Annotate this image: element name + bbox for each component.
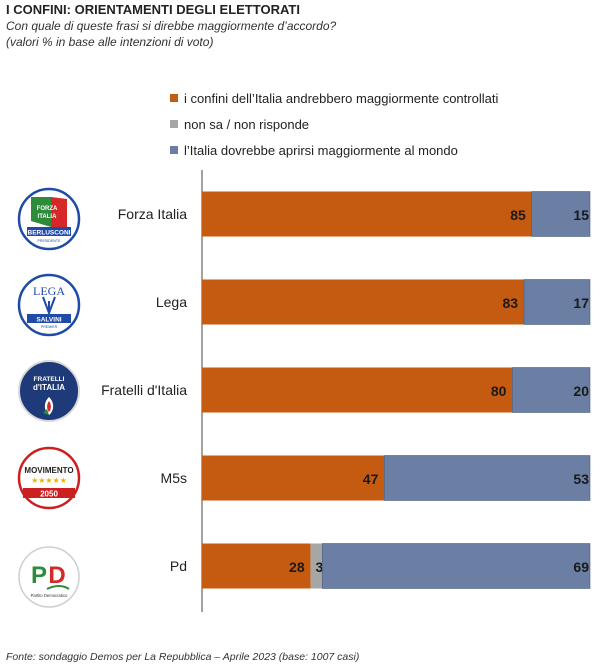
data-label-lega-series-0: 83 — [502, 295, 518, 311]
data-label-fratelli-d-italia-series-2: 20 — [573, 383, 589, 399]
category-label-lega: Lega — [156, 294, 187, 310]
chart-legend: i confini dell’Italia andrebbero maggior… — [170, 85, 498, 163]
svg-text:PRESIDENTE: PRESIDENTE — [38, 239, 62, 243]
chart-title: I CONFINI: ORIENTAMENTI DEGLI ELETTORATI — [6, 2, 300, 17]
legend-swatch-controllati — [170, 94, 178, 102]
bar-fratelli-d-italia-series-2 — [512, 367, 591, 413]
category-label-fratelli-d-italia: Fratelli d'Italia — [101, 382, 187, 398]
data-label-pd-series-2: 69 — [573, 559, 589, 575]
svg-text:BERLUSCONI: BERLUSCONI — [28, 230, 71, 237]
svg-text:Partito Democratico: Partito Democratico — [31, 593, 68, 598]
svg-text:SALVINI: SALVINI — [36, 317, 61, 324]
data-label-pd-series-0: 28 — [289, 559, 305, 575]
bar-forza-italia-series-2 — [531, 191, 591, 237]
legend-item-aprirsi: l’Italia dovrebbe aprirsi maggiormente a… — [170, 137, 498, 163]
bar-lega-series-0 — [202, 279, 525, 325]
svg-text:2050: 2050 — [40, 490, 58, 499]
bar-pd-series-0 — [202, 543, 311, 589]
legend-swatch-aprirsi — [170, 146, 178, 154]
data-label-lega-series-2: 17 — [573, 295, 589, 311]
bar-lega-series-2 — [523, 279, 591, 325]
bar-pd-series-1 — [310, 543, 323, 589]
legend-label-non-sa: non sa / non risponde — [184, 116, 310, 132]
data-label-forza-italia-series-2: 15 — [573, 207, 589, 223]
category-label-m5s: M5s — [161, 470, 187, 486]
legend-item-controllati: i confini dell’Italia andrebbero maggior… — [170, 85, 498, 111]
bar-m5s-series-0 — [202, 455, 385, 501]
fratelli-italia-logo: FRATELLI d'ITALIA — [18, 360, 80, 422]
svg-text:MOVIMENTO: MOVIMENTO — [24, 466, 73, 475]
svg-text:FRATELLI: FRATELLI — [34, 376, 65, 383]
bar-forza-italia-series-0 — [202, 191, 532, 237]
bar-fratelli-d-italia-series-0 — [202, 367, 513, 413]
data-label-m5s-series-2: 53 — [573, 471, 589, 487]
chart-subtitle-note: (valori % in base alle intenzioni di vot… — [6, 35, 214, 49]
data-label-m5s-series-0: 47 — [363, 471, 379, 487]
bar-m5s-series-2 — [384, 455, 591, 501]
category-label-forza-italia: Forza Italia — [118, 206, 187, 222]
data-label-pd-series-1: 3 — [315, 559, 323, 575]
svg-text:P: P — [31, 562, 47, 589]
bar-pd-series-2 — [321, 543, 591, 589]
data-label-fratelli-d-italia-series-0: 80 — [491, 383, 507, 399]
svg-text:★★★★★: ★★★★★ — [31, 476, 67, 485]
svg-text:PREMIER: PREMIER — [41, 325, 58, 329]
category-label-pd: Pd — [170, 558, 187, 574]
legend-label-aprirsi: l’Italia dovrebbe aprirsi maggiormente a… — [184, 142, 458, 158]
pd-logo: P D Partito Democratico — [18, 546, 80, 608]
svg-text:FORZA: FORZA — [37, 206, 58, 212]
svg-text:d'ITALIA: d'ITALIA — [33, 383, 65, 392]
lega-logo: LEGA SALVINI PREMIER — [17, 273, 81, 337]
svg-text:D: D — [48, 562, 65, 589]
legend-item-non-sa: non sa / non risponde — [170, 111, 498, 137]
forza-italia-logo: FORZA ITALIA BERLUSCONI PRESIDENTE — [17, 187, 81, 251]
data-label-forza-italia-series-0: 85 — [510, 207, 526, 223]
svg-text:ITALIA: ITALIA — [38, 214, 58, 220]
svg-text:LEGA: LEGA — [33, 284, 65, 298]
chart-subtitle-question: Con quale di queste frasi si direbbe mag… — [6, 19, 337, 33]
source-note: Fonte: sondaggio Demos per La Repubblica… — [6, 651, 360, 663]
legend-swatch-non-sa — [170, 120, 178, 128]
legend-label-controllati: i confini dell’Italia andrebbero maggior… — [184, 90, 499, 106]
m5s-logo: MOVIMENTO ★★★★★ 2050 — [17, 446, 81, 510]
